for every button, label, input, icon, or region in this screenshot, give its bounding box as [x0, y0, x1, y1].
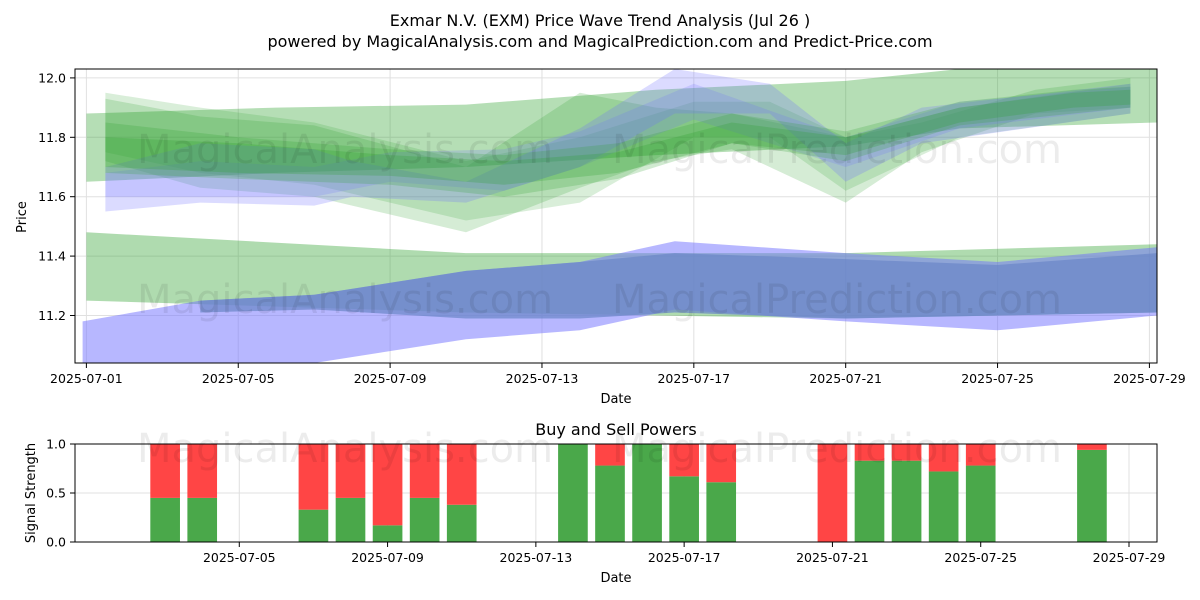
signal-watermark-left: MagicalAnalysis.com [137, 426, 553, 472]
price-bands [82, 69, 1158, 363]
buy-power-bar [187, 497, 218, 542]
sell-power-bar [372, 444, 403, 526]
sell-power-bar [817, 444, 848, 542]
price-y-tick-label: 11.8 [38, 130, 66, 145]
price-wave-band-green [86, 69, 1157, 182]
signal-x-tick-label: 2025-07-25 [944, 550, 1017, 565]
signal-x-tick-label: 2025-07-17 [648, 550, 721, 565]
signal-watermark-right: MagicalPrediction.com [612, 426, 1062, 472]
price-watermark-left-2: MagicalAnalysis.com [137, 277, 553, 323]
sell-power-bar [409, 444, 440, 498]
price-wave-band-blue [105, 83, 1131, 197]
signal-y-tick-label: 0.0 [46, 535, 66, 550]
price-wave-band-green [105, 83, 1131, 221]
signal-plot: MagicalAnalysis.com MagicalPrediction.co… [24, 426, 1165, 586]
buy-power-bar [854, 460, 885, 542]
signal-chart-title: Buy and Sell Powers [535, 420, 697, 439]
signal-y-axis-label: Signal Strength [24, 443, 39, 543]
buy-power-bar [669, 476, 699, 542]
buy-power-bar [965, 465, 996, 542]
buy-power-bar [446, 504, 477, 542]
signal-bars [150, 444, 1107, 542]
price-x-tick-label: 2025-07-09 [354, 371, 427, 386]
buy-power-bar [335, 497, 366, 542]
sell-power-bar [150, 444, 180, 498]
price-plot-frame [74, 68, 1158, 364]
buy-power-bar [928, 471, 959, 542]
price-y-tick-label: 11.2 [38, 308, 66, 323]
sell-power-bar [595, 444, 625, 466]
signal-x-tick-label: 2025-07-05 [203, 550, 276, 565]
sell-power-bar [335, 444, 366, 498]
signal-x-tick-label: 2025-07-09 [351, 550, 424, 565]
price-x-tick-label: 2025-07-05 [202, 371, 275, 386]
sell-power-bar [928, 444, 959, 472]
buy-power-bar [298, 509, 329, 542]
signal-y-tick-label: 0.5 [46, 486, 66, 501]
sell-power-bar [854, 444, 885, 461]
sell-power-bar [446, 444, 477, 505]
price-wave-band-green [105, 86, 1131, 197]
sell-power-bar [669, 444, 699, 477]
price-x-tick-label: 2025-07-29 [1113, 371, 1186, 386]
signal-x-ticks: 2025-07-05 2025-07-09 2025-07-13 2025-07-17… [203, 542, 1165, 565]
sell-power-bar [891, 444, 922, 461]
price-y-tick-label: 11.4 [38, 249, 66, 264]
price-wave-band-green [105, 77, 1131, 233]
buy-power-bar [558, 444, 588, 542]
buy-power-bar [595, 465, 625, 542]
chart-title-line1: Exmar N.V. (EXM) Price Wave Trend Analys… [390, 11, 811, 30]
price-y-axis-label: Price [15, 201, 30, 233]
price-x-tick-label: 2025-07-25 [961, 371, 1034, 386]
price-watermark-left: MagicalAnalysis.com [137, 127, 553, 173]
price-x-tick-label: 2025-07-17 [657, 371, 730, 386]
price-watermark-right: MagicalPrediction.com [612, 127, 1062, 173]
sell-power-bar [965, 444, 996, 466]
buy-power-bar [372, 525, 403, 542]
signal-x-tick-label: 2025-07-21 [796, 550, 869, 565]
sell-power-bar [187, 444, 218, 498]
price-x-tick-label: 2025-07-13 [506, 371, 579, 386]
buy-power-bar [1077, 449, 1107, 542]
sell-power-bar [1077, 444, 1107, 450]
signal-y-tick-label: 1.0 [46, 437, 66, 452]
chart-title-line2: powered by MagicalAnalysis.com and Magic… [267, 32, 932, 51]
price-watermark-right-2: MagicalPrediction.com [612, 277, 1062, 323]
price-wave-band-dark_blue [200, 253, 1158, 319]
sell-power-bar [298, 444, 329, 510]
price-wave-band-blue [105, 69, 1131, 212]
signal-x-tick-label: 2025-07-13 [500, 550, 573, 565]
buy-power-bar [891, 460, 922, 542]
signal-x-axis-label: Date [600, 571, 631, 586]
price-x-tick-label: 2025-07-01 [50, 371, 123, 386]
buy-power-bar [632, 444, 662, 542]
signal-x-tick-label: 2025-07-29 [1093, 550, 1166, 565]
price-x-ticks: 2025-07-01 2025-07-05 2025-07-09 2025-07-13… [50, 363, 1186, 386]
price-y-tick-label: 12.0 [38, 70, 66, 85]
price-x-tick-label: 2025-07-21 [809, 371, 882, 386]
price-plot: MagicalAnalysis.com MagicalPrediction.co… [15, 68, 1186, 407]
price-y-ticks: 11.2 11.4 11.6 11.8 12.0 [38, 70, 75, 323]
sell-power-bar [706, 444, 737, 483]
signal-y-ticks: 0.0 0.5 1.0 [46, 437, 75, 550]
buy-power-bar [409, 497, 440, 542]
buy-power-bar [706, 482, 737, 542]
buy-power-bar [150, 497, 180, 542]
price-x-axis-label: Date [600, 392, 631, 407]
price-y-tick-label: 11.6 [38, 189, 66, 204]
price-wave-band-green [105, 89, 1131, 185]
